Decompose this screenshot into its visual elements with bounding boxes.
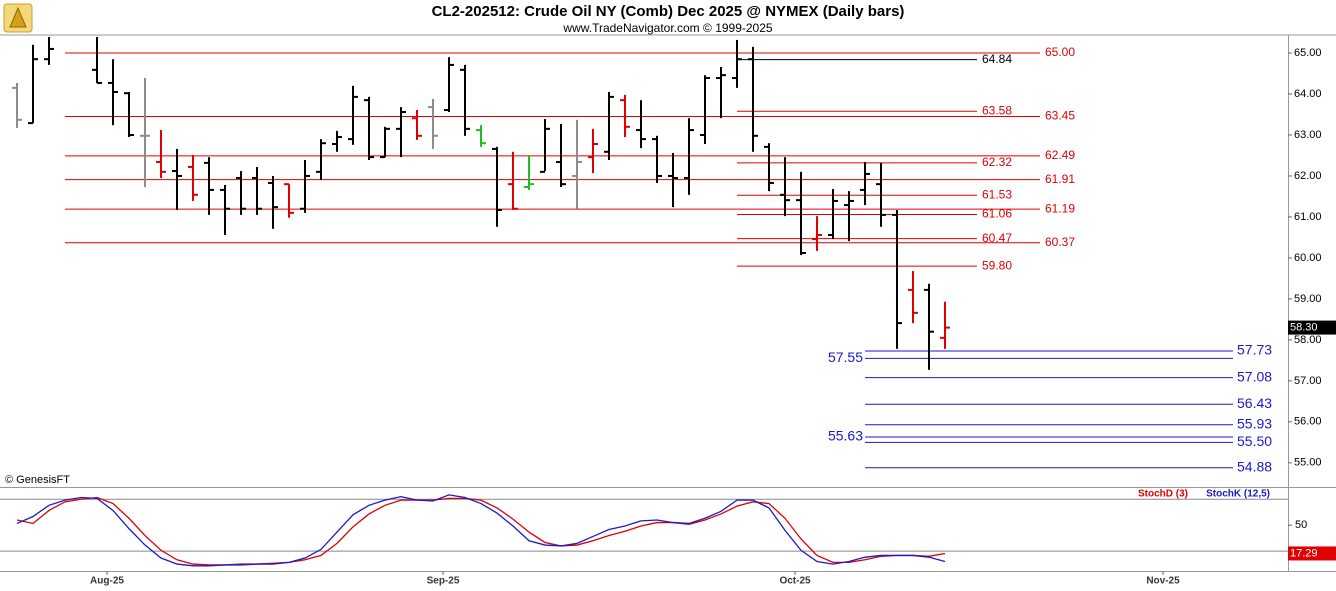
y-tick-label: 57.00 bbox=[1294, 375, 1322, 387]
x-tick-label: Nov-25 bbox=[1146, 576, 1180, 587]
y-tick-label: 50 bbox=[1295, 519, 1307, 531]
stoch-line bbox=[16, 494, 946, 567]
level-label: 57.08 bbox=[1237, 368, 1272, 384]
y-tick-label: 56.00 bbox=[1294, 416, 1322, 428]
x-tick-label: Sep-25 bbox=[427, 576, 460, 587]
chart-title: CL2-202512: Crude Oil NY (Comb) Dec 2025… bbox=[432, 3, 905, 20]
level-label: 59.80 bbox=[982, 258, 1012, 272]
level-label: 56.43 bbox=[1237, 395, 1272, 411]
y-tick-label: 62.00 bbox=[1294, 170, 1322, 182]
last-price-box bbox=[1288, 320, 1336, 335]
last-value-box bbox=[1288, 546, 1336, 561]
y-tick-label: 65.00 bbox=[1294, 47, 1322, 59]
level-label: 57.73 bbox=[1237, 342, 1272, 358]
level-label: 61.91 bbox=[1045, 172, 1075, 186]
y-tick-label: 59.00 bbox=[1294, 293, 1322, 305]
source-credit: © GenesisFT bbox=[5, 474, 70, 486]
level-label: 60.47 bbox=[982, 231, 1012, 245]
level-label: 62.49 bbox=[1045, 148, 1075, 162]
y-tick-label: 61.00 bbox=[1294, 211, 1322, 223]
y-tick-label: 64.00 bbox=[1294, 88, 1322, 100]
stoch-line bbox=[16, 496, 946, 566]
x-tick-label: Aug-25 bbox=[90, 576, 124, 587]
level-label: 63.58 bbox=[982, 103, 1012, 117]
x-tick-label: Oct-25 bbox=[779, 576, 811, 587]
legend-entry: StochK (12,5) bbox=[1206, 489, 1270, 500]
chart-subtitle: www.TradeNavigator.com © 1999-2025 bbox=[562, 21, 772, 35]
level-label: 61.19 bbox=[1045, 201, 1075, 215]
logo-mark bbox=[9, 6, 27, 28]
level-label: 61.06 bbox=[982, 207, 1012, 221]
last-value-label: 17.29 bbox=[1290, 547, 1318, 559]
level-label: 61.53 bbox=[982, 187, 1012, 201]
logo bbox=[3, 3, 33, 33]
level-label: 65.00 bbox=[1045, 45, 1075, 59]
level-label: 55.93 bbox=[1237, 415, 1272, 431]
legend-entry: StochD (3) bbox=[1138, 489, 1188, 500]
level-label: 64.84 bbox=[982, 52, 1012, 66]
y-tick-label: 58.00 bbox=[1294, 334, 1322, 346]
y-tick-label: 55.00 bbox=[1294, 457, 1322, 469]
y-tick-label: 63.00 bbox=[1294, 129, 1322, 141]
level-label: 57.55 bbox=[828, 349, 863, 365]
level-label: 63.45 bbox=[1045, 109, 1075, 123]
level-label: 54.88 bbox=[1237, 458, 1272, 474]
level-label: 60.37 bbox=[1045, 235, 1075, 249]
y-tick-label: 60.00 bbox=[1294, 252, 1322, 264]
last-price-label: 58.30 bbox=[1290, 321, 1318, 333]
level-label: 62.32 bbox=[982, 155, 1012, 169]
level-label: 55.63 bbox=[828, 428, 863, 444]
level-label: 55.50 bbox=[1237, 433, 1272, 449]
